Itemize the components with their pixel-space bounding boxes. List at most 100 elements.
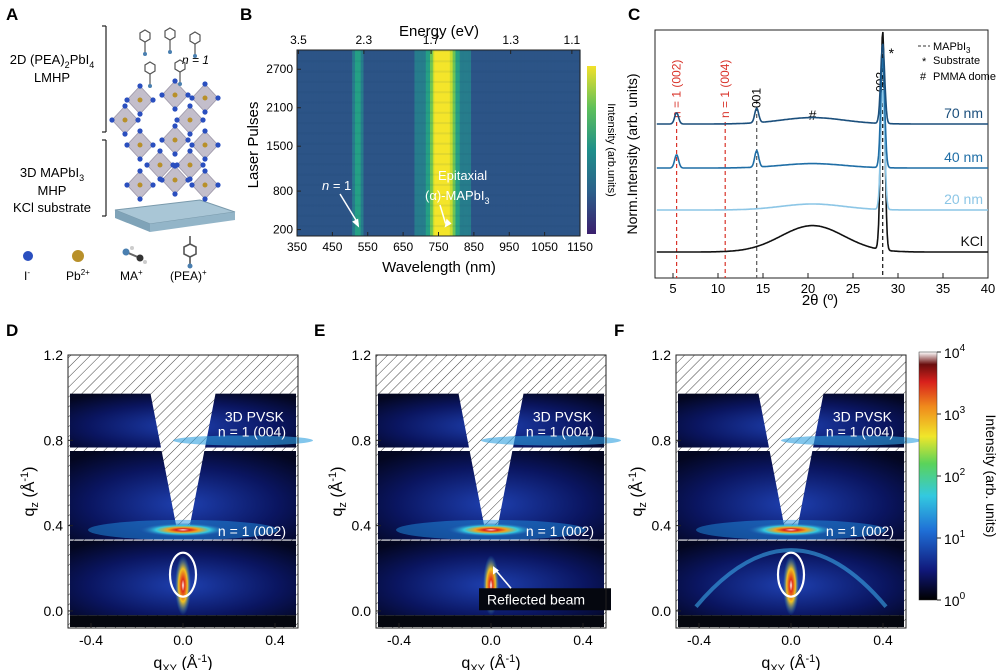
panel-a: A 2D (PEA)2PbI4 LMHP n = 1 3D MAPbI3 MHP… bbox=[6, 5, 236, 283]
heatmap-column bbox=[483, 50, 486, 236]
pea-nitrogen bbox=[143, 52, 147, 56]
heatmap-column bbox=[434, 50, 437, 236]
top-tick-label: 3.5 bbox=[290, 33, 307, 47]
iodide-atom bbox=[202, 196, 208, 202]
panel-f-colorbar-group: 104 103 102 101 100 Intensity (arb. units) bbox=[918, 343, 999, 609]
heatmap-column bbox=[577, 50, 580, 236]
lead-atom bbox=[137, 182, 143, 188]
heatmap-column bbox=[555, 50, 558, 236]
heatmap-column bbox=[386, 50, 389, 236]
heatmap-column bbox=[304, 50, 307, 236]
heatmap-column bbox=[499, 50, 502, 236]
arrow-n1 bbox=[339, 193, 359, 224]
panel-b-heatmap bbox=[297, 50, 581, 236]
iodide-atom bbox=[172, 191, 178, 197]
perovskite-lattice bbox=[109, 78, 221, 202]
heatmap-column bbox=[332, 50, 335, 236]
iodide-atom bbox=[137, 128, 143, 134]
heatmap-column bbox=[533, 50, 536, 236]
label-n1-004: n = 1 (004) bbox=[526, 423, 594, 439]
heatmap-column bbox=[563, 50, 566, 236]
x-tick-label: 25 bbox=[846, 281, 860, 296]
heatmap-column bbox=[343, 50, 346, 236]
heatmap-column bbox=[472, 50, 475, 236]
heatmap-column bbox=[360, 50, 363, 236]
heatmap-column bbox=[420, 50, 423, 236]
heatmap-column bbox=[350, 50, 353, 236]
heatmap-column bbox=[381, 50, 384, 236]
heatmap-streak bbox=[297, 183, 580, 186]
heatmap-column bbox=[493, 50, 496, 236]
heatmap-column bbox=[322, 50, 325, 236]
heatmap-streak bbox=[297, 194, 580, 197]
heatmap-column bbox=[432, 50, 435, 236]
iodide-atom bbox=[187, 103, 193, 109]
annotation-epitaxial-line2: (α)-MAPbI3 bbox=[425, 188, 490, 206]
pea-ring bbox=[139, 29, 151, 43]
arrowhead-epitaxial bbox=[444, 218, 452, 228]
lead-atom bbox=[137, 142, 143, 148]
x-tick-label: 0.0 bbox=[173, 632, 193, 648]
heatmap-column bbox=[364, 50, 367, 236]
series-label: 70 nm bbox=[944, 105, 983, 121]
y-tick-label: 1500 bbox=[266, 139, 293, 153]
iodide-atom bbox=[122, 103, 128, 109]
detector-gap bbox=[68, 539, 298, 541]
heatmap-column bbox=[507, 50, 510, 236]
heatmap-column bbox=[502, 50, 505, 236]
n1-002-peak bbox=[138, 522, 228, 537]
reflected-beam-label-bg bbox=[479, 588, 611, 611]
label-3d-pvsk: 3D PVSK bbox=[833, 409, 893, 425]
heatmap-column bbox=[398, 50, 401, 236]
heatmap-column bbox=[415, 50, 418, 236]
iodide-atom bbox=[187, 176, 193, 182]
heatmap-column bbox=[366, 50, 369, 236]
heatmap-column bbox=[489, 50, 492, 236]
annotation-epitaxial-line1: Epitaxial bbox=[438, 168, 487, 183]
heatmap-column bbox=[418, 50, 421, 236]
heatmap-column bbox=[523, 50, 526, 236]
iodide-atom bbox=[187, 131, 193, 137]
heatmap-column bbox=[439, 50, 442, 236]
heatmap-column bbox=[367, 50, 370, 236]
label-n1-004: n = 1 (004) bbox=[826, 423, 894, 439]
y-tick-label: 2100 bbox=[266, 101, 293, 115]
y-tick-label: 0.4 bbox=[352, 518, 372, 534]
xrd-curve-2 bbox=[656, 57, 988, 169]
heatmap-column bbox=[318, 50, 321, 236]
y-tick-label: 0.8 bbox=[352, 432, 372, 448]
heatmap-column bbox=[313, 50, 316, 236]
heatmap-column bbox=[349, 50, 352, 236]
heatmap-column bbox=[393, 50, 396, 236]
heatmap-streak bbox=[297, 163, 580, 166]
heatmap-column bbox=[550, 50, 553, 236]
heatmap-streak bbox=[297, 111, 580, 114]
n1-004-streak bbox=[173, 435, 313, 446]
label-2d-layer: 2D (PEA)2PbI4 bbox=[10, 52, 94, 70]
heatmap-column bbox=[512, 50, 515, 236]
iodide-atom bbox=[172, 151, 178, 157]
panel-label-f: F bbox=[614, 321, 624, 340]
iodide-atom bbox=[215, 142, 221, 148]
heatmap-column bbox=[430, 50, 433, 236]
heatmap-column bbox=[468, 50, 471, 236]
heatmap-column bbox=[339, 50, 342, 236]
y-tick-label: 800 bbox=[273, 184, 293, 198]
heatmap-column bbox=[530, 50, 533, 236]
heatmap-column bbox=[414, 50, 417, 236]
y-tick-label: 0.8 bbox=[652, 432, 672, 448]
heatmap-column bbox=[417, 50, 420, 236]
heatmap-column bbox=[390, 50, 393, 236]
heatmap-column bbox=[524, 50, 527, 236]
heatmap-column bbox=[379, 50, 382, 236]
panel-label-a: A bbox=[6, 5, 18, 24]
heatmap-column bbox=[471, 50, 474, 236]
heatmap-column bbox=[330, 50, 333, 236]
colorbar-tick-label: 104 bbox=[944, 343, 966, 361]
x-tick-label: -0.4 bbox=[387, 632, 411, 648]
heatmap-column bbox=[465, 50, 468, 236]
heatmap-column bbox=[428, 50, 431, 236]
panel-c-frame bbox=[654, 29, 989, 279]
heatmap-column bbox=[478, 50, 481, 236]
iodide-atom bbox=[185, 92, 191, 98]
